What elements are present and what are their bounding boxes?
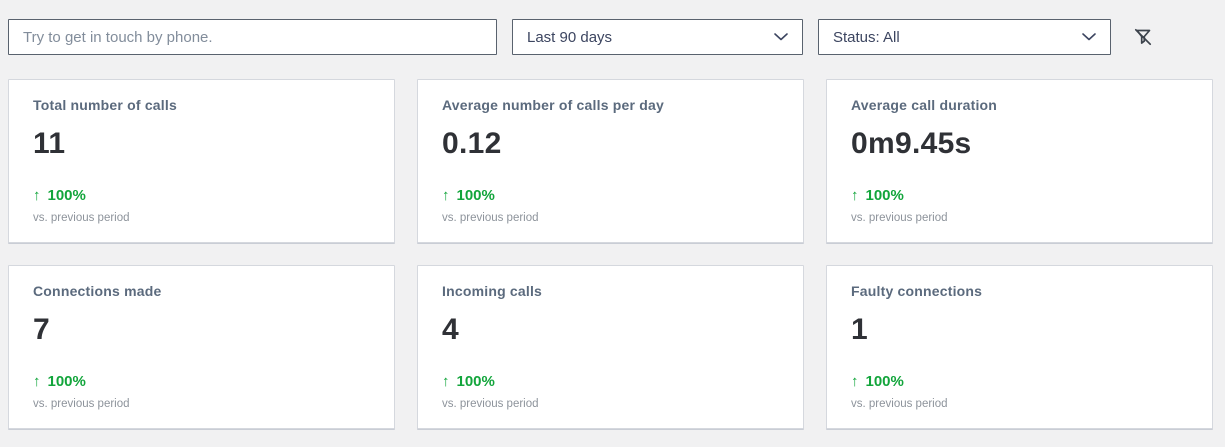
card-comparison-label: vs. previous period	[851, 212, 948, 224]
arrow-up-icon: ↑	[33, 373, 41, 390]
stat-card-avg-call-duration: Average call duration 0m9.45s ↑ 100% vs.…	[826, 79, 1213, 243]
card-title: Incoming calls	[442, 283, 543, 299]
stat-card-avg-calls-per-day: Average number of calls per day 0.12 ↑ 1…	[417, 79, 804, 243]
card-value: 11	[33, 127, 66, 160]
stat-card-connections-made: Connections made 7 ↑ 100% vs. previous p…	[8, 265, 395, 429]
card-change: ↑ 100%	[33, 373, 370, 390]
card-value: 4	[442, 313, 459, 346]
search-input[interactable]	[8, 19, 497, 55]
date-range-select[interactable]: Last 90 days	[512, 19, 803, 55]
status-select[interactable]: Status: All	[818, 19, 1111, 55]
filter-off-icon	[1134, 28, 1152, 46]
arrow-up-icon: ↑	[851, 187, 859, 204]
status-value: Status: All	[833, 28, 900, 46]
card-value: 0.12	[442, 127, 502, 160]
clear-filters-button[interactable]	[1129, 23, 1157, 51]
filter-bar: Last 90 days Status: All	[0, 0, 1225, 55]
arrow-up-icon: ↑	[33, 187, 41, 204]
arrow-up-icon: ↑	[442, 373, 450, 390]
card-change: ↑ 100%	[33, 187, 370, 204]
arrow-up-icon: ↑	[442, 187, 450, 204]
card-change-percent: 100%	[865, 187, 904, 204]
stat-card-faulty-connections: Faulty connections 1 ↑ 100% vs. previous…	[826, 265, 1213, 429]
chevron-down-icon	[774, 33, 788, 41]
card-title: Total number of calls	[33, 97, 177, 113]
card-change-percent: 100%	[865, 373, 904, 390]
card-comparison-label: vs. previous period	[442, 398, 539, 410]
card-comparison-label: vs. previous period	[851, 398, 948, 410]
stats-grid: Total number of calls 11 ↑ 100% vs. prev…	[0, 55, 1225, 429]
stat-card-total-calls: Total number of calls 11 ↑ 100% vs. prev…	[8, 79, 395, 243]
date-range-value: Last 90 days	[527, 28, 613, 46]
card-change-percent: 100%	[47, 187, 86, 204]
card-change-percent: 100%	[456, 373, 495, 390]
card-value: 1	[851, 313, 868, 346]
card-value: 0m9.45s	[851, 127, 972, 160]
card-title: Average call duration	[851, 97, 998, 113]
card-comparison-label: vs. previous period	[33, 398, 130, 410]
card-title: Faulty connections	[851, 283, 983, 299]
card-title: Connections made	[33, 283, 162, 299]
card-comparison-label: vs. previous period	[33, 212, 130, 224]
card-change: ↑ 100%	[442, 187, 779, 204]
arrow-up-icon: ↑	[851, 373, 859, 390]
card-value: 7	[33, 313, 50, 346]
card-change-percent: 100%	[456, 187, 495, 204]
card-change: ↑ 100%	[851, 373, 1188, 390]
card-change-percent: 100%	[47, 373, 86, 390]
chevron-down-icon	[1082, 33, 1096, 41]
stat-card-incoming-calls: Incoming calls 4 ↑ 100% vs. previous per…	[417, 265, 804, 429]
card-change: ↑ 100%	[442, 373, 779, 390]
card-change: ↑ 100%	[851, 187, 1188, 204]
card-comparison-label: vs. previous period	[442, 212, 539, 224]
card-title: Average number of calls per day	[442, 97, 664, 113]
